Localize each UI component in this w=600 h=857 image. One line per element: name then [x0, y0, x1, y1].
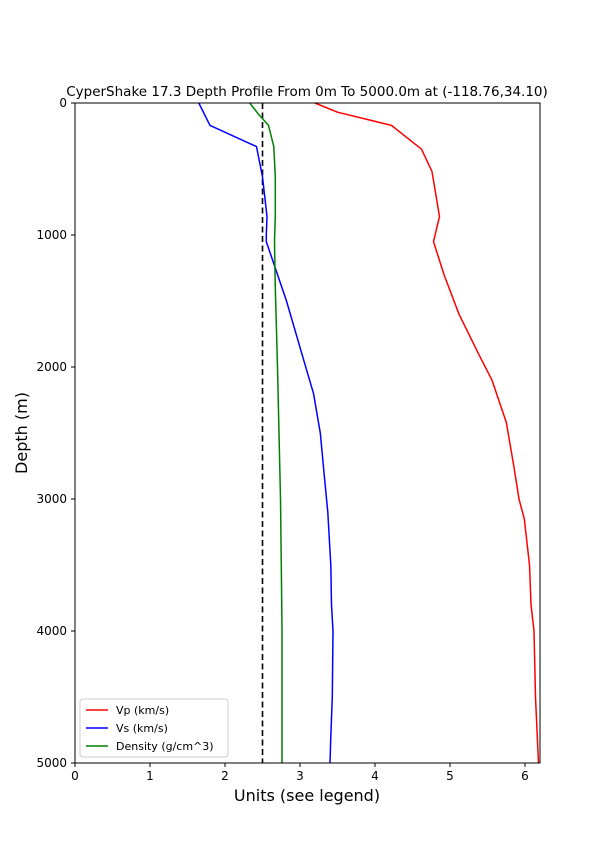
y-tick-label-5: 5000: [36, 756, 67, 770]
legend-label-1: Vs (km/s): [116, 722, 168, 735]
x-tick-label-0: 0: [71, 769, 79, 783]
series-line-1: [198, 102, 334, 764]
y-axis-label: Depth (m): [12, 392, 31, 474]
series-line-2: [249, 102, 283, 763]
axis-ticks: 0 1 2 3 4 5 6 0 1000 2000 3000 4000 5000: [36, 96, 528, 783]
legend-box: [79, 698, 229, 758]
x-tick-label-4: 4: [371, 769, 379, 783]
legend: Vp (km/s) Vs (km/s) Density (g/cm^3): [79, 698, 229, 758]
x-tick-label-6: 6: [521, 769, 529, 783]
chart-title: CyperShake 17.3 Depth Profile From 0m To…: [66, 84, 548, 100]
axes-frame: [74, 102, 541, 764]
y-tick-label-2: 2000: [36, 360, 67, 374]
x-tick-label-5: 5: [446, 769, 454, 783]
x-tick-label-3: 3: [296, 769, 304, 783]
x-tick-label-1: 1: [146, 769, 154, 783]
x-tick-label-2: 2: [221, 769, 229, 783]
plot-area: [74, 102, 541, 764]
y-tick-label-4: 4000: [36, 624, 67, 638]
x-axis-label: Units (see legend): [234, 786, 380, 805]
legend-label-2: Density (g/cm^3): [116, 740, 214, 753]
series-line-0: [314, 102, 540, 764]
y-tick-label-0: 0: [59, 96, 67, 110]
legend-label-0: Vp (km/s): [116, 704, 169, 717]
y-tick-label-1: 1000: [36, 228, 67, 242]
y-tick-label-3: 3000: [36, 492, 67, 506]
